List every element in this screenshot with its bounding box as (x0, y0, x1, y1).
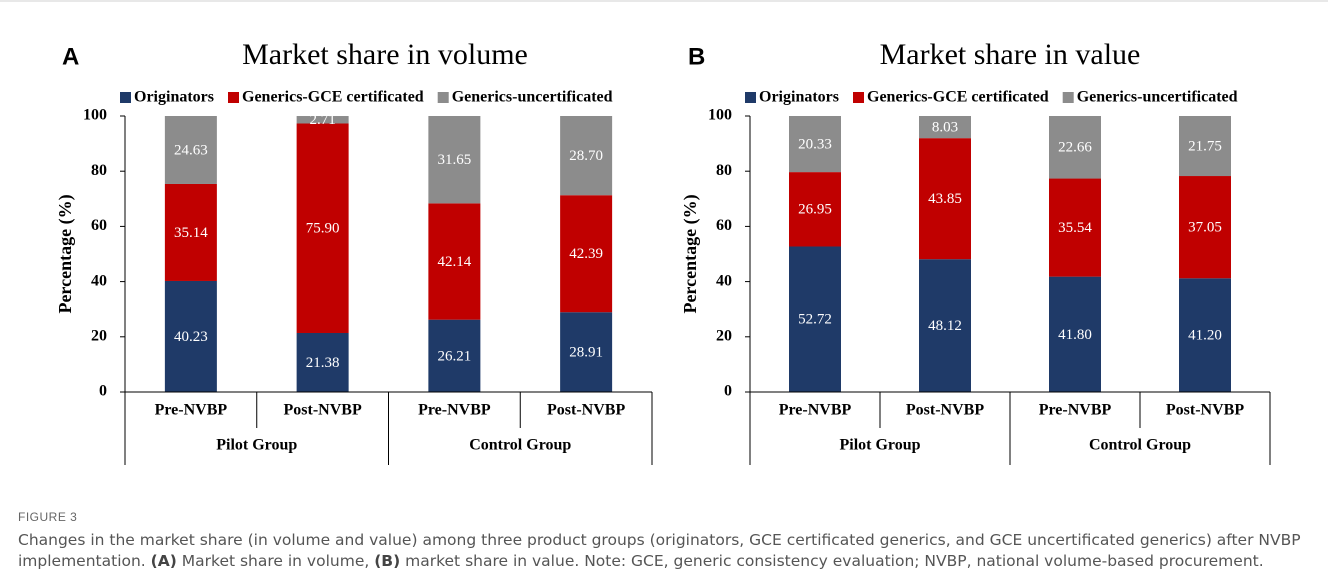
bar-segment (560, 312, 613, 392)
figure-caption: Changes in the market share (in volume a… (18, 530, 1308, 572)
bar-segment (164, 116, 217, 184)
legend-swatch (745, 92, 756, 103)
data-label: 75.90 (306, 221, 340, 237)
chart-title: Market share in volume (242, 38, 528, 71)
group-label: Pilot Group (839, 437, 920, 454)
caption-text: market share in value. Note: GCE, generi… (400, 552, 1264, 570)
x-tick-label: Post-NVBP (906, 402, 984, 419)
caption-text: Changes in the market share (in volume a… (18, 531, 1301, 570)
legend-swatch (228, 92, 239, 103)
bar-segment (789, 172, 841, 247)
y-tick-label: 40 (716, 272, 732, 289)
bar-segment (789, 246, 841, 392)
data-label: 31.65 (438, 152, 472, 168)
data-label: 42.39 (569, 246, 603, 262)
y-tick-label: 80 (716, 162, 732, 179)
y-tick-label: 20 (716, 327, 732, 344)
data-label: 41.20 (1188, 328, 1222, 344)
bar-segment (1179, 176, 1231, 279)
data-label: 28.70 (569, 148, 603, 164)
data-label: 41.80 (1058, 327, 1092, 343)
y-tick-label: 20 (91, 327, 107, 344)
y-tick-label: 0 (724, 383, 732, 400)
data-label: 8.03 (932, 120, 958, 136)
x-tick-label: Pre-NVBP (779, 402, 852, 419)
data-label: 28.91 (569, 345, 603, 361)
data-label: 40.23 (174, 329, 208, 345)
bar-segment (164, 183, 217, 281)
bar-segment (1049, 116, 1101, 179)
y-tick-label: 0 (99, 383, 107, 400)
legend-swatch (120, 92, 131, 103)
legend-swatch (437, 92, 449, 103)
data-label: 22.66 (1058, 140, 1092, 156)
data-label: 48.12 (928, 318, 962, 334)
bar-segment (560, 116, 613, 196)
bar-segment (919, 138, 971, 260)
bar-segment (1049, 178, 1101, 277)
data-label: 43.85 (928, 191, 962, 207)
legend-label: Generics-uncertificated (452, 89, 613, 106)
x-tick-label: Pre-NVBP (418, 402, 491, 419)
bar-segment (428, 319, 481, 392)
caption-text: Market share in volume, (176, 552, 375, 570)
x-tick-label: Pre-NVBP (1039, 402, 1112, 419)
group-label: Pilot Group (216, 437, 297, 454)
bar-segment (296, 123, 349, 333)
caption-text: (A) (150, 552, 177, 570)
data-label: 26.95 (798, 202, 832, 218)
y-tick-label: 80 (91, 162, 107, 179)
data-label: 24.63 (174, 142, 208, 158)
bar-segment (789, 116, 841, 173)
y-tick-label: 40 (91, 272, 107, 289)
y-tick-label: 60 (91, 217, 107, 234)
legend-label: Originators (134, 89, 214, 106)
y-tick-label: 100 (708, 107, 732, 124)
group-label: Control Group (1089, 437, 1191, 454)
legend-label: Generics-GCE certificated (867, 89, 1049, 106)
panel-letter: B (688, 43, 705, 70)
legend-label: Generics-uncertificated (1077, 89, 1238, 106)
y-axis-label: Percentage (%) (680, 194, 701, 313)
data-label: 21.75 (1188, 138, 1222, 154)
panel-letter: A (62, 43, 79, 70)
bar-segment (1049, 276, 1101, 392)
data-label: 26.21 (438, 348, 472, 364)
caption-text: (B) (374, 552, 401, 570)
bar-segment (560, 195, 613, 313)
bar-segment (428, 116, 481, 204)
x-tick-label: Pre-NVBP (155, 402, 228, 419)
legend-label: Originators (759, 89, 839, 106)
bar-segment (1179, 278, 1231, 392)
x-tick-label: Post-NVBP (547, 402, 625, 419)
x-tick-label: Post-NVBP (1166, 402, 1244, 419)
x-tick-label: Post-NVBP (284, 402, 362, 419)
bar-segment (1179, 116, 1231, 177)
data-label: 2.71 (310, 112, 336, 128)
bar-segment (296, 332, 349, 392)
figure-label: FIGURE 3 (18, 510, 78, 524)
bar-segment (919, 259, 971, 392)
data-label: 21.38 (306, 355, 340, 371)
data-label: 20.33 (798, 136, 832, 152)
y-tick-label: 60 (716, 217, 732, 234)
bar-segment (164, 280, 217, 392)
data-label: 35.54 (1058, 220, 1092, 236)
bar-segment (296, 116, 349, 124)
figure: A Market share in volume Originators Generi… (0, 0, 1328, 465)
legend-label: Generics-GCE certificated (242, 89, 424, 106)
y-axis-label: Percentage (%) (55, 194, 76, 313)
data-label: 52.72 (798, 312, 832, 328)
y-tick-label: 100 (83, 107, 107, 124)
legend-swatch (853, 92, 864, 103)
data-label: 37.05 (1188, 220, 1222, 236)
bar-segment (428, 203, 481, 320)
legend-swatch (1062, 92, 1074, 103)
data-label: 42.14 (438, 254, 472, 270)
bar-segment (919, 116, 971, 139)
chart-title: Market share in value (880, 38, 1141, 71)
group-label: Control Group (469, 437, 571, 454)
data-label: 35.14 (174, 225, 208, 241)
